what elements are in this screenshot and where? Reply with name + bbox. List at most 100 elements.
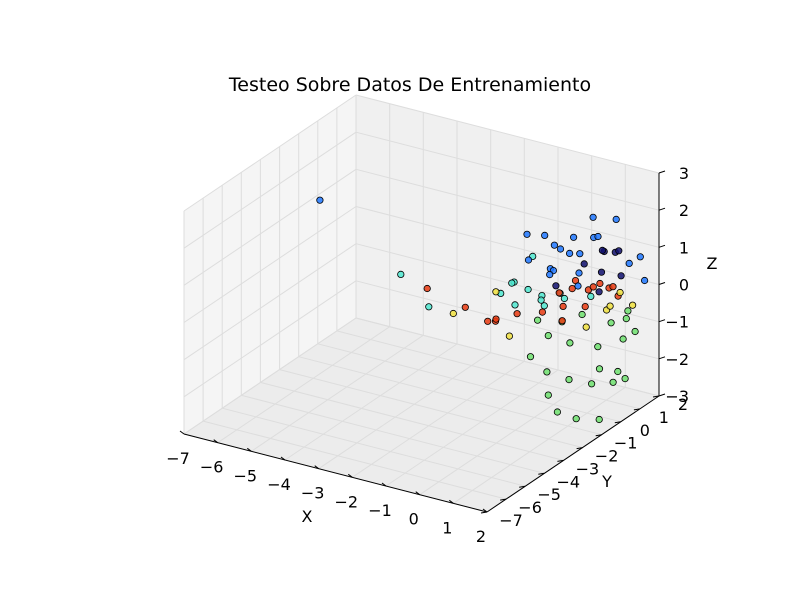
grid-line-x-floor: [419, 378, 592, 496]
z-tick-label: −3: [665, 387, 689, 406]
data-point: [537, 296, 545, 304]
data-point: [575, 269, 583, 277]
data-point: [544, 391, 552, 399]
grid-line-z-back: [355, 94, 660, 174]
data-point: [556, 245, 565, 253]
data-point: [576, 250, 584, 258]
x-tick-mark: [179, 430, 185, 435]
data-point: [533, 316, 542, 324]
data-point: [492, 315, 500, 323]
grid-line-y-floor: [202, 420, 507, 500]
data-point: [594, 232, 602, 241]
y-axis-line: [486, 395, 660, 513]
z-tick-label: 1: [679, 238, 689, 257]
y-tick-label: −1: [614, 434, 638, 453]
axis-lines: [179, 170, 666, 514]
y-tick-mark: [480, 511, 488, 514]
grid-line-x-floor: [385, 369, 559, 487]
data-point: [511, 301, 519, 309]
data-point: [587, 292, 595, 300]
data-point: [587, 380, 596, 388]
pane-xy: [184, 318, 659, 512]
data-point: [597, 268, 606, 276]
x-tick-mark: [482, 508, 488, 513]
data-point: [524, 285, 532, 294]
grid-line-y-floor: [241, 394, 545, 474]
grid-line-z-left: [183, 168, 357, 286]
y-tick-label: −7: [499, 511, 523, 530]
data-point: [546, 270, 554, 279]
grid-line-y-floor: [317, 343, 621, 423]
data-point: [553, 408, 562, 416]
grid-line-z-back: [355, 280, 660, 360]
data-point: [572, 415, 580, 423]
data-point: [540, 302, 548, 310]
y-tick-label: 1: [659, 408, 669, 427]
data-point: [594, 343, 602, 351]
data-point: [636, 253, 644, 261]
y-tick-mark: [538, 472, 545, 475]
data-point: [505, 332, 513, 340]
z-tick-mark: [658, 393, 666, 397]
z-tick-label: −1: [665, 313, 689, 332]
y-tick-mark: [652, 395, 660, 398]
data-point: [461, 303, 469, 311]
x-tick-label: 1: [442, 518, 452, 537]
data-point: [589, 283, 597, 291]
y-tick-label: −5: [537, 485, 561, 504]
grid-line-x-floor: [251, 334, 424, 452]
z-tick-mark: [658, 356, 666, 360]
data-point: [550, 241, 559, 249]
x-tick-label: −7: [166, 449, 190, 468]
data-point: [565, 249, 574, 257]
data-point: [560, 294, 569, 303]
grid-line-x-floor: [217, 326, 390, 444]
data-point: [581, 302, 589, 311]
grid-line-z-back: [355, 131, 660, 211]
data-point: [624, 307, 632, 315]
data-point: [523, 230, 531, 238]
x-axis-label: X: [302, 507, 313, 526]
grid-line-z-back: [355, 168, 660, 248]
y-tick-label: −2: [595, 447, 619, 466]
data-point: [606, 302, 614, 310]
x-axis-line: [183, 433, 488, 513]
data-point: [568, 284, 576, 293]
data-point: [425, 303, 433, 311]
data-point: [569, 233, 578, 241]
data-point: [423, 284, 431, 293]
grid-line-z-back: [355, 206, 660, 285]
z-tick-mark: [658, 244, 666, 248]
data-point: [628, 301, 637, 309]
data-point: [595, 365, 604, 373]
x-tick-label: −6: [200, 458, 224, 477]
data-point: [595, 415, 603, 424]
data-point: [631, 327, 639, 336]
grid-line-x-floor: [284, 343, 458, 461]
x-tick-mark: [381, 482, 387, 487]
chart-title: Testeo Sobre Datos De Entrenamiento: [228, 74, 591, 96]
grid-line-y-floor: [336, 330, 641, 410]
z-tick-mark: [658, 170, 666, 174]
data-point: [621, 374, 629, 383]
z-tick-label: 0: [679, 276, 689, 295]
data-point: [449, 309, 457, 318]
x-tick-label: −1: [368, 501, 392, 520]
y-tick-mark: [633, 408, 640, 411]
x-tick-label: 2: [476, 527, 486, 546]
data-point: [526, 353, 535, 361]
grid-line-x-floor: [318, 352, 491, 470]
y-tick-mark: [614, 421, 621, 424]
x-tick-label: 0: [409, 510, 419, 529]
data-point: [543, 368, 551, 376]
z-tick-mark: [658, 207, 666, 211]
data-point: [558, 317, 566, 325]
data-point: [555, 289, 563, 297]
data-point: [589, 213, 597, 221]
z-tick-label: −2: [665, 350, 689, 369]
data-point: [614, 367, 622, 376]
x-tick-mark: [448, 499, 454, 504]
grid-line-y-floor: [260, 381, 564, 461]
x-tick-label: −5: [234, 466, 258, 485]
